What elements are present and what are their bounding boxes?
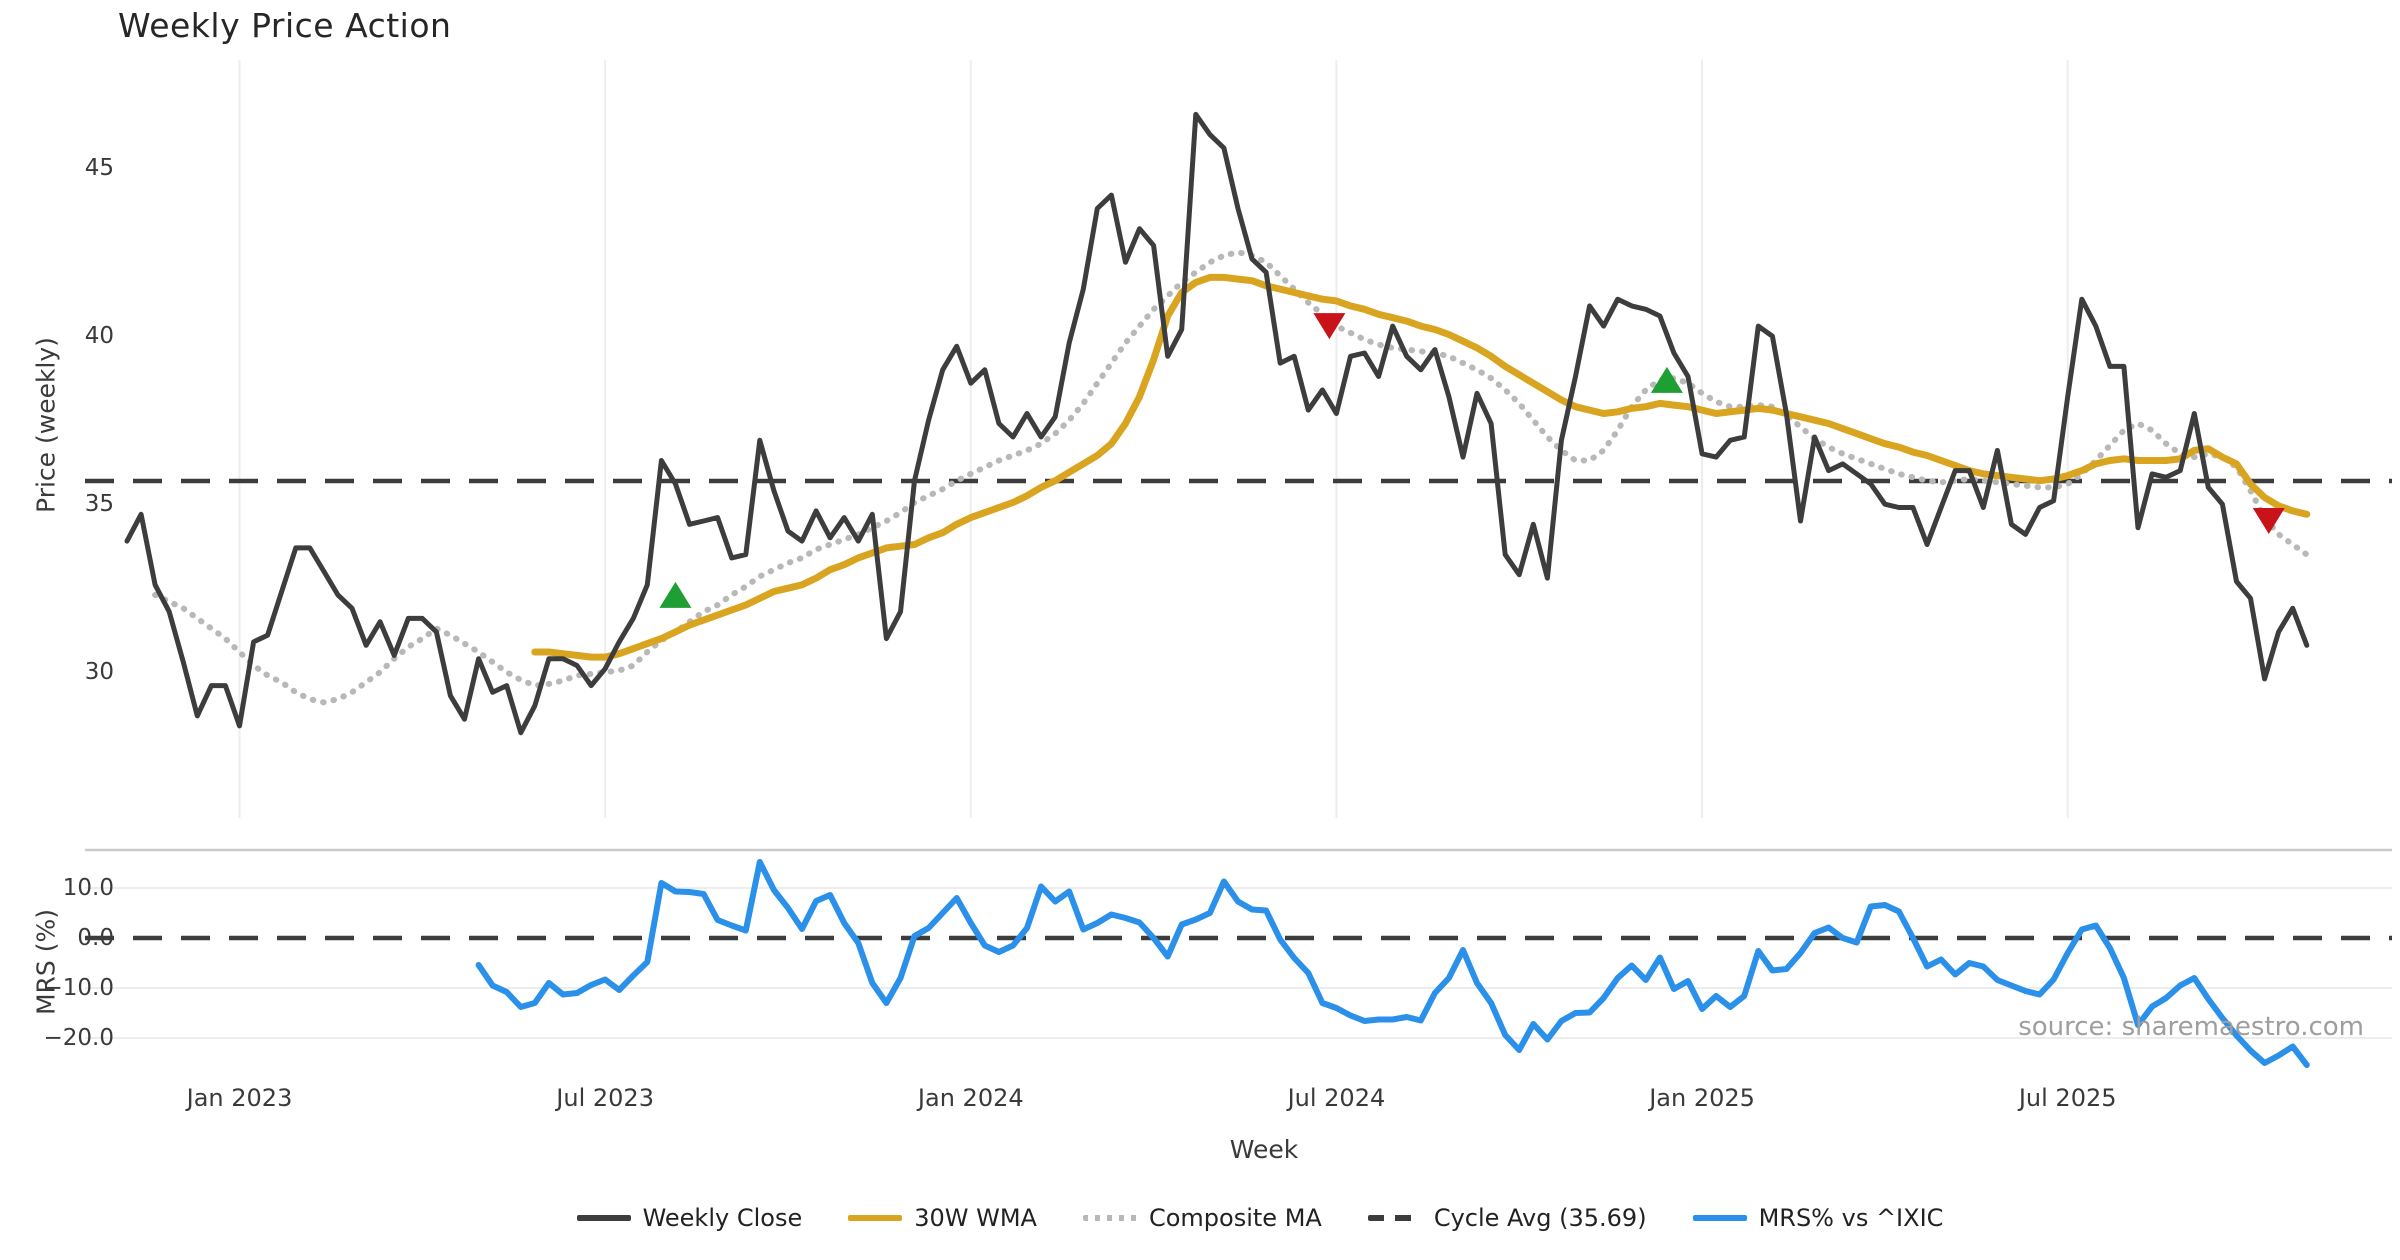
price-tick-label: 30 [85, 659, 114, 685]
mrs-tick-label: −20.0 [44, 1025, 114, 1051]
series-composite-ma [152, 249, 2310, 706]
series-30w-wma [531, 273, 2311, 661]
legend-label-mrs: MRS% vs ^IXIC [1758, 1204, 1944, 1232]
price-tick-label: 35 [85, 491, 114, 517]
series-mrs-vs-ixic [475, 859, 2310, 1068]
mrs-axis-title: MRS (%) [31, 908, 61, 1016]
legend-item-mrs: MRS% vs ^IXIC [1692, 1204, 1944, 1232]
x-axis-title: Week [1229, 1135, 1299, 1164]
legend-item-weekly-close: Weekly Close [576, 1204, 803, 1232]
buy-signal-marker [1650, 366, 1683, 393]
x-tick-label: Jul 2023 [554, 1084, 654, 1112]
series-weekly-close [124, 111, 2310, 736]
buy-signal-marker [659, 581, 692, 608]
mrs-tick-label: 10.0 [63, 875, 114, 901]
legend-item-30w-wma: 30W WMA [848, 1204, 1037, 1232]
sell-signal-marker [1313, 313, 1346, 340]
legend-swatch-2 [1082, 1215, 1137, 1221]
x-tick-label: Jan 2024 [916, 1084, 1024, 1112]
x-tick-label: Jan 2023 [185, 1084, 293, 1112]
legend-label-composite-ma: Composite MA [1148, 1204, 1322, 1232]
legend-label-weekly-close: Weekly Close [642, 1204, 803, 1232]
price-axis-title: Price (weekly) [31, 337, 61, 513]
price-tick-label: 40 [85, 323, 114, 349]
page-title: Weekly Price Action [118, 6, 452, 45]
sell-signal-marker [2252, 507, 2285, 534]
legend-swatch-0 [576, 1215, 631, 1221]
source-attribution: source: sharemaestro.com [2018, 1012, 2364, 1042]
legend-label-cycle-avg: Cycle Avg (35.69) [1433, 1204, 1647, 1232]
x-tick-label: Jul 2024 [1286, 1084, 1386, 1112]
x-tick-label: Jul 2025 [2017, 1084, 2117, 1112]
legend-swatch-4 [1692, 1215, 1747, 1221]
x-tick-label: Jan 2025 [1647, 1084, 1755, 1112]
legend-swatch-3 [1367, 1215, 1422, 1221]
legend: Weekly Close 30W WMA Composite MA Cycle … [120, 1204, 2400, 1232]
legend-item-cycle-avg: Cycle Avg (35.69) [1367, 1204, 1647, 1232]
legend-item-composite-ma: Composite MA [1082, 1204, 1322, 1232]
price-tick-label: 45 [85, 155, 114, 181]
mrs-tick-label: −10.0 [44, 975, 114, 1001]
legend-swatch-1 [848, 1215, 903, 1221]
legend-label-30w-wma: 30W WMA [914, 1204, 1037, 1232]
